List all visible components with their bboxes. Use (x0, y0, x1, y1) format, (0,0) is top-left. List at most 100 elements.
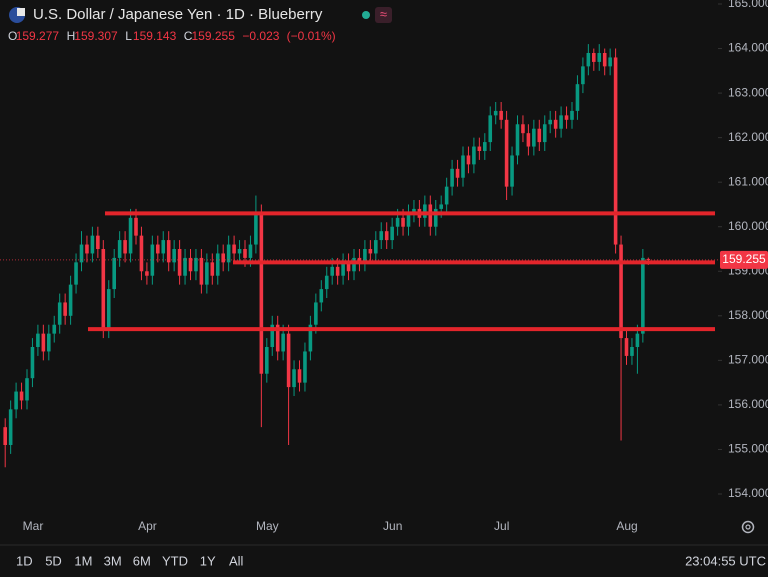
candle-body (166, 240, 171, 263)
y-tick-label: 162.000 (728, 130, 768, 144)
candle-body (177, 249, 182, 276)
candle-body (401, 217, 405, 227)
range-button[interactable]: 1Y (200, 553, 216, 568)
range-button[interactable]: YTD (162, 553, 188, 568)
candle-body (194, 257, 198, 272)
candle-body (570, 110, 574, 120)
clock: 23:04:55 UTC (685, 553, 766, 568)
candle-body (444, 186, 449, 205)
x-tick-label: Mar (23, 519, 44, 533)
candle-body (597, 53, 602, 62)
candle-body (548, 119, 552, 125)
candle-body (85, 244, 89, 254)
candle-body (90, 235, 95, 254)
x-tick-label: May (256, 519, 279, 533)
range-button[interactable]: 1D (16, 553, 33, 568)
y-tick-label: 157.000 (728, 353, 768, 367)
y-tick-label: 163.000 (728, 85, 768, 99)
candle-body (188, 257, 193, 272)
candle-body (493, 110, 498, 116)
candle-body (390, 226, 394, 241)
candle-body (346, 262, 351, 272)
current-price-box (720, 250, 768, 269)
ohlc-label: L (125, 29, 132, 43)
candle-body (117, 240, 122, 258)
candle-body (210, 262, 215, 276)
candle-body (79, 244, 84, 263)
y-tick-label: 165.000 (728, 0, 768, 10)
candle-body (433, 208, 438, 227)
candle-body (145, 271, 149, 276)
candle-body (123, 240, 127, 254)
candle-body (74, 262, 78, 285)
candle-body (395, 217, 400, 227)
candle-body (504, 119, 509, 187)
candle-body (641, 257, 645, 334)
candle-body (439, 204, 443, 209)
settings-icon[interactable] (745, 524, 751, 530)
candle-body (183, 257, 187, 276)
candle-body (602, 53, 607, 67)
candle-body (575, 84, 580, 111)
candle-body (450, 168, 454, 187)
candle-body (352, 257, 356, 272)
candle-body (613, 57, 618, 245)
candle-body (270, 324, 275, 347)
candle-body (259, 213, 264, 374)
candle-body (106, 289, 111, 330)
candle-body (553, 119, 558, 129)
candle-body (199, 257, 204, 285)
candle-body (47, 333, 51, 352)
candle-body (112, 257, 116, 290)
candle-body (559, 115, 563, 129)
candle-body (515, 124, 520, 156)
candle-body (36, 333, 40, 347)
candle-body (8, 409, 13, 445)
y-tick-label: 158.000 (728, 308, 768, 322)
candle-body (172, 249, 176, 263)
y-tick-label: 164.000 (728, 41, 768, 55)
plot-area (0, 3, 722, 495)
candle-body (161, 240, 166, 254)
candle-body (564, 115, 569, 120)
y-tick-label: 160.000 (728, 219, 768, 233)
candle-body (357, 257, 362, 263)
ohlc-value: 159.277 (16, 29, 60, 43)
y-tick-label: 161.000 (728, 174, 768, 188)
settings-icon[interactable] (741, 520, 755, 534)
change-percent: (−0.01%) (287, 29, 336, 43)
candle-body (461, 155, 465, 178)
candle-body (286, 333, 291, 388)
candle-body (215, 253, 220, 276)
candle-body (275, 324, 280, 352)
candle-body (635, 333, 640, 347)
candle-body (150, 244, 155, 276)
candle-body (521, 124, 525, 134)
candle-body (68, 284, 73, 316)
range-button[interactable]: 3M (104, 553, 122, 568)
candle-body (52, 324, 57, 334)
change-value: −0.023 (242, 29, 279, 43)
range-button[interactable]: All (229, 553, 244, 568)
ohlc-value: 159.143 (133, 29, 177, 43)
candle-body (156, 244, 160, 254)
range-button[interactable]: 5D (45, 553, 62, 568)
candle-body (466, 155, 471, 165)
candle-body (483, 142, 487, 151)
candle-body (406, 213, 411, 227)
candle-body (30, 347, 35, 379)
range-button[interactable]: 6M (133, 553, 151, 568)
candle-body (330, 266, 334, 276)
candle-body (226, 244, 231, 263)
y-tick-label: 155.000 (728, 442, 768, 456)
indicator-icon[interactable] (375, 7, 392, 23)
indicator-glyph[interactable]: ≈ (380, 6, 387, 21)
candle-body (205, 262, 209, 285)
candle-body (281, 333, 285, 352)
candle-body (499, 110, 503, 120)
candle-body (423, 204, 427, 218)
range-button[interactable]: 1M (74, 553, 92, 568)
